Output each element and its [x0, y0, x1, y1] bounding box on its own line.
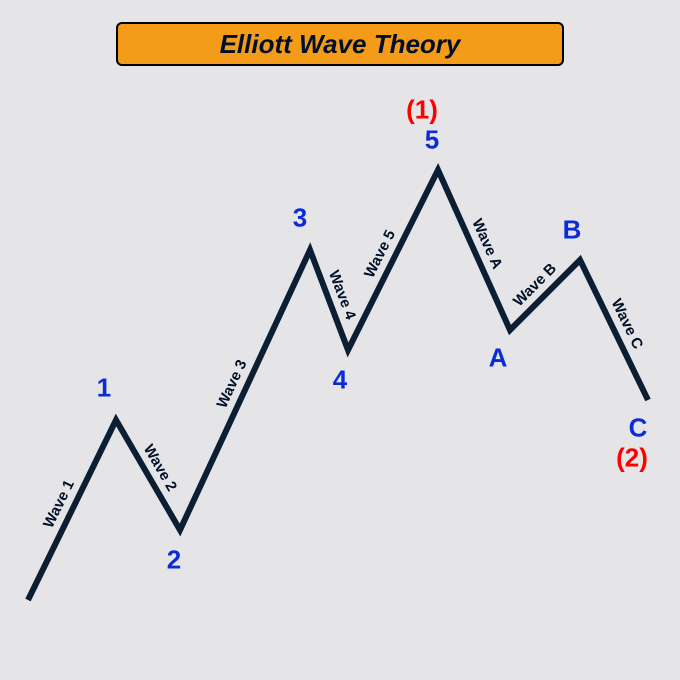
point-label-4: 4: [333, 365, 347, 396]
point-label-5: 5: [425, 125, 439, 156]
peak-label-1: (1): [406, 95, 438, 126]
peak-label-2: (2): [616, 443, 648, 474]
diagram-canvas: Elliott Wave Theory 12345ABC(1)(2)Wave 1…: [0, 0, 680, 680]
point-label-2: 2: [167, 545, 181, 576]
wave-svg: [0, 0, 680, 680]
point-label-C: C: [629, 413, 648, 444]
point-label-1: 1: [97, 373, 111, 404]
point-label-B: B: [563, 215, 582, 246]
point-label-3: 3: [293, 203, 307, 234]
point-label-A: A: [489, 343, 508, 374]
